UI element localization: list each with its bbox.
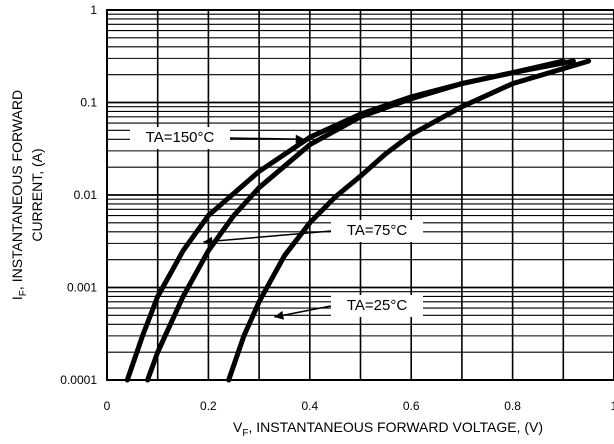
x-tick-label: 0.2 <box>200 399 217 413</box>
y-axis-label-main: I <box>9 296 25 300</box>
plot-frame <box>106 9 614 381</box>
y-tick-label: 0.1 <box>80 96 97 110</box>
x-tick-label: 0.6 <box>403 399 420 413</box>
annotation-arrowhead <box>203 236 213 246</box>
annotation-label: TA=75°C <box>347 222 407 239</box>
x-tick-label: 1 <box>611 399 614 413</box>
y-tick-label: 1 <box>90 3 97 17</box>
series-line-3 <box>226 58 592 383</box>
annotation-label: TA=25°C <box>347 297 407 314</box>
series-group <box>124 58 592 383</box>
y-axis-label-line2: CURRENT, (A) <box>29 148 45 241</box>
y-tick-labels: 0.0001 0.001 0.01 0.1 1 <box>60 3 97 387</box>
x-axis-label-rest: , INSTANTANEOUS FORWARD VOLTAGE, (V) <box>248 419 543 435</box>
annotation-label: TA=150°C <box>146 129 215 146</box>
x-axis-label-subscript: F <box>242 428 248 439</box>
y-tick-label: 0.01 <box>74 188 98 202</box>
y-tick-label: 0.0001 <box>60 373 97 387</box>
x-axis-label: VF, INSTANTANEOUS FORWARD VOLTAGE, (V) <box>233 419 543 439</box>
annotation-leader <box>229 137 305 141</box>
annotation-arrowhead <box>295 134 305 144</box>
x-axis-label-main: V <box>233 419 243 435</box>
x-tick-label: 0 <box>104 399 111 413</box>
annotation-box <box>130 127 230 149</box>
x-tick-labels: 0 0.2 0.4 0.6 0.8 1 <box>104 399 614 413</box>
y-axis-label-subscript: F <box>18 290 29 296</box>
y-tick-label: 0.001 <box>67 281 97 295</box>
y-axis-label: IF, INSTANTANEOUS FORWARD CURRENT, (A) <box>9 90 45 300</box>
annotation-box <box>331 295 423 317</box>
series-line-2 <box>145 58 576 383</box>
annotations: TA=150°C TA=75°C TA=25°C <box>130 127 423 320</box>
y-axis-label-line1: IF, INSTANTANEOUS FORWARD <box>9 90 29 300</box>
annotation-box <box>331 220 423 242</box>
y-axis-label-rest: , INSTANTANEOUS FORWARD <box>9 90 25 290</box>
annotation-arrowhead <box>274 310 285 320</box>
annotation-leader <box>203 230 332 243</box>
x-tick-label: 0.4 <box>301 399 318 413</box>
x-tick-label: 0.8 <box>504 399 521 413</box>
annotation-leader <box>274 305 332 318</box>
